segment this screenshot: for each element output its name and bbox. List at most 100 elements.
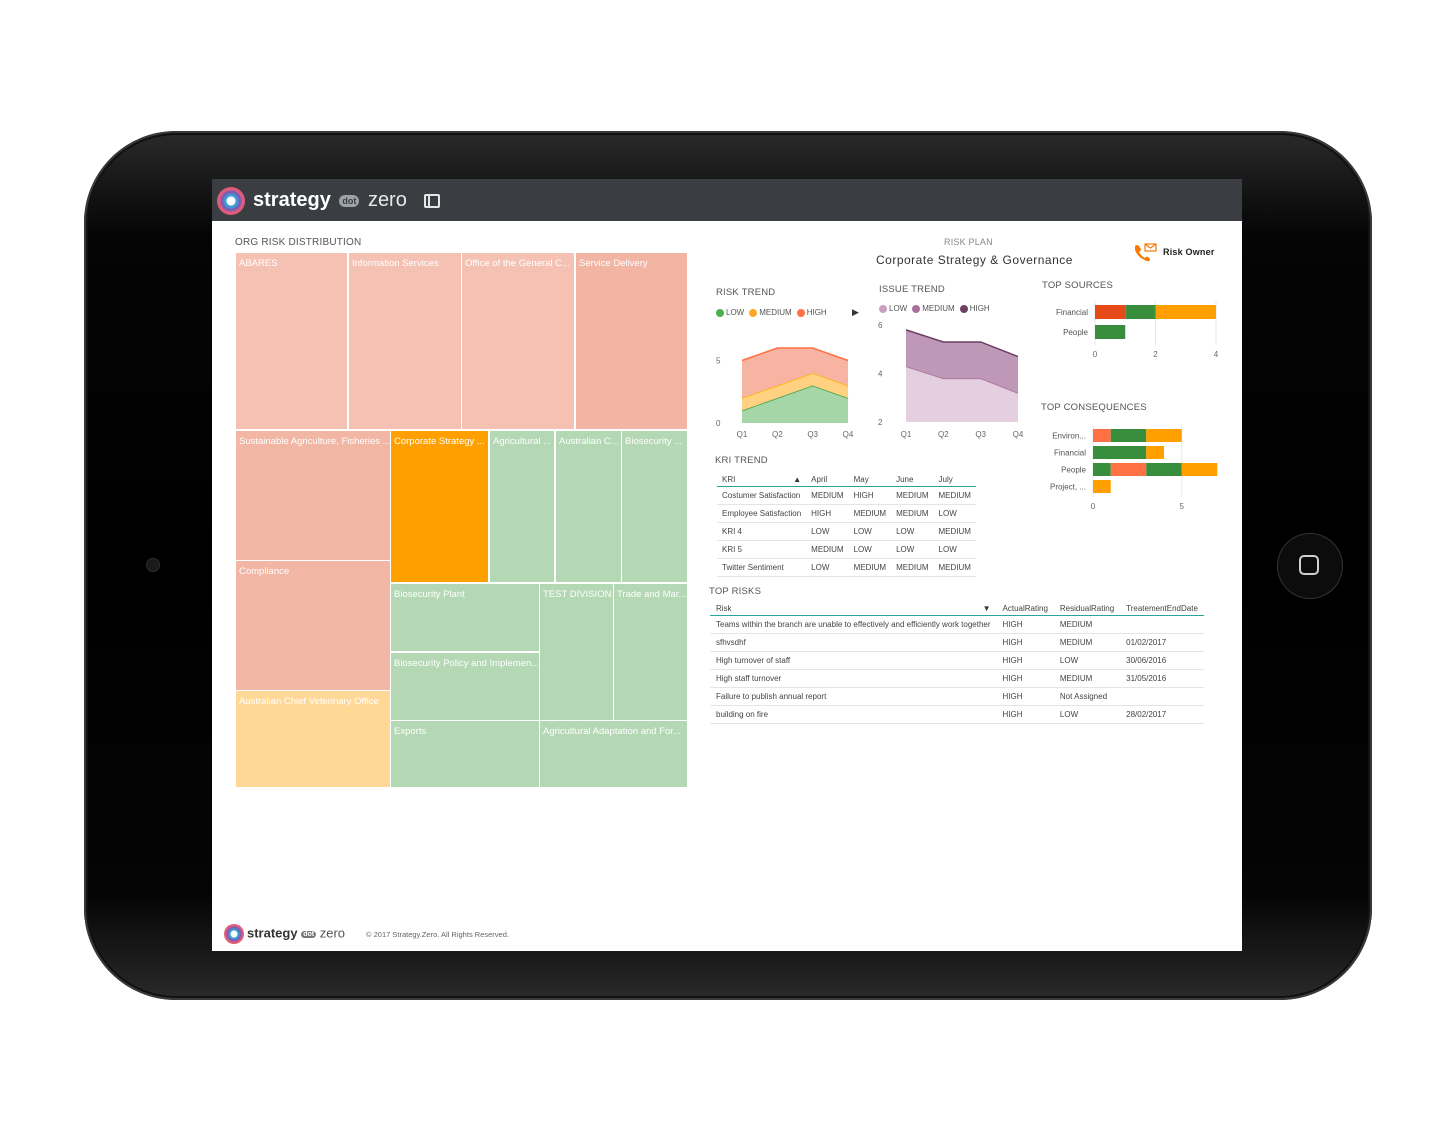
table-cell: KRI 4 xyxy=(717,522,807,541)
sort-descending-icon[interactable]: ▼ xyxy=(982,603,991,613)
table-cell: LOW xyxy=(933,540,976,559)
treemap-tile-service-delivery[interactable]: Service Delivery xyxy=(575,252,688,430)
risk-trend-title: RISK TREND xyxy=(716,287,776,298)
x-tick-label: 0 xyxy=(1093,350,1098,359)
table-row[interactable]: Twitter Sentiment LOW MEDIUM MEDIUM MEDIUM xyxy=(717,558,976,577)
sort-ascending-icon[interactable]: ▲ xyxy=(793,474,802,484)
home-button[interactable] xyxy=(1278,534,1342,598)
table-cell: LOW xyxy=(848,522,892,541)
bar-segment xyxy=(1110,429,1147,442)
column-header-kri[interactable]: KRI ▲ xyxy=(717,472,807,487)
table-cell: LOW xyxy=(848,540,892,559)
legend-label: LOW xyxy=(889,304,908,313)
x-tick-label: Q2 xyxy=(772,430,783,439)
table-cell: HIGH xyxy=(996,615,1054,634)
risk-owner-phone-icon[interactable] xyxy=(1132,242,1158,262)
brand-zero: zero xyxy=(367,189,407,211)
treemap-title: ORG RISK DISTRIBUTION xyxy=(235,237,362,248)
bar-segment xyxy=(1095,325,1126,339)
table-cell: KRI 5 xyxy=(717,540,807,559)
legend-item-medium[interactable]: MEDIUM xyxy=(912,304,955,313)
panel-toggle-icon[interactable] xyxy=(424,194,440,208)
column-header-june[interactable]: June xyxy=(891,472,934,487)
issue-trend-title: ISSUE TREND xyxy=(879,284,945,295)
bar-segment xyxy=(1146,446,1164,459)
x-tick-label: Q1 xyxy=(737,430,748,439)
treemap-tile-biosecurity-plant[interactable]: Biosecurity Plant xyxy=(390,583,540,652)
legend-item-high[interactable]: HIGH xyxy=(959,304,990,313)
treemap-tile-corporate-strategy[interactable]: Corporate Strategy ... xyxy=(390,430,489,583)
top-consequences-title: TOP CONSEQUENCES xyxy=(1041,402,1147,413)
y-tick-label: 5 xyxy=(716,357,721,366)
table-row[interactable]: sfhvsdhf HIGH MEDIUM 01/02/2017 xyxy=(710,633,1204,652)
table-row[interactable]: Costumer Satisfaction MEDIUM HIGH MEDIUM MED… xyxy=(717,486,976,505)
area-low xyxy=(742,385,848,423)
bar-segment xyxy=(1093,463,1111,476)
app-screen: strategy dot zero ORG RISK DISTRIBUTION … xyxy=(212,179,1242,951)
table-cell: 28/02/2017 xyxy=(1120,705,1204,724)
treemap-tile-australian-c[interactable]: Australian C... xyxy=(555,430,622,583)
legend-item-low[interactable]: LOW xyxy=(879,304,907,313)
table-row[interactable]: building on fire HIGH LOW 28/02/2017 xyxy=(710,705,1204,724)
table-cell: Costumer Satisfaction xyxy=(717,486,807,505)
treemap-tile-sustainable-agriculture-fisheries[interactable]: Sustainable Agriculture, Fisheries ... xyxy=(235,430,391,561)
treemap-tile-exports[interactable]: Exports xyxy=(390,720,540,788)
treemap-tile-information-services[interactable]: Information Services xyxy=(348,252,462,430)
table-cell: HIGH xyxy=(996,651,1054,670)
column-header-april[interactable]: April xyxy=(806,472,849,487)
risk-trend-chart: 0 5 Q1 Q2 Q3 Q4 xyxy=(716,347,854,439)
table-cell: MEDIUM xyxy=(891,504,934,523)
kri-trend-table: KRI ▲ April May June July Costumer Satisfacti… xyxy=(717,472,976,577)
table-cell: MEDIUM xyxy=(1053,669,1121,688)
legend-item-medium[interactable]: MEDIUM xyxy=(749,308,792,317)
column-header-treatementenddate[interactable]: TreatementEndDate xyxy=(1120,601,1204,616)
treemap-tile-agricultural[interactable]: Agricultural ... xyxy=(489,430,555,583)
legend-next-arrow-icon[interactable]: ▶ xyxy=(852,307,859,317)
x-tick-label: 4 xyxy=(1214,350,1219,359)
table-cell: building on fire xyxy=(710,705,997,724)
table-row[interactable]: Teams within the branch are unable to ef… xyxy=(710,615,1204,634)
treemap-tile-trade-and-mar[interactable]: Trade and Mar... xyxy=(613,583,688,721)
treemap-tile-australian-chief-veterinary-office[interactable]: Australian Chief Veterinary Office xyxy=(235,690,391,788)
column-header-residualrating[interactable]: ResidualRating xyxy=(1053,601,1121,616)
legend-item-low[interactable]: LOW xyxy=(716,308,744,317)
table-row[interactable]: KRI 5 MEDIUM LOW LOW LOW xyxy=(717,540,976,559)
risk-owner-label[interactable]: Risk Owner xyxy=(1163,247,1215,257)
table-cell: HIGH xyxy=(806,504,849,523)
column-header-risk[interactable]: Risk ▼ xyxy=(710,601,997,616)
column-header-may[interactable]: May xyxy=(848,472,892,487)
x-tick-label: Q4 xyxy=(843,430,854,439)
treemap-tile-biosecurity-policy-and-implemen[interactable]: Biosecurity Policy and Implemen... xyxy=(390,652,540,721)
footer-logo-icon xyxy=(224,924,244,944)
treemap-tile-biosecurity[interactable]: Biosecurity ... xyxy=(621,430,688,583)
treemap-tile-office-of-the-general-c[interactable]: Office of the General C... xyxy=(461,252,575,430)
table-row[interactable]: Failure to publish annual report HIGH Not … xyxy=(710,687,1204,706)
column-header-label: Risk xyxy=(716,603,732,613)
x-tick-label: 0 xyxy=(1091,502,1096,511)
column-header-july[interactable]: July xyxy=(933,472,976,487)
bar-segment xyxy=(1093,480,1111,493)
column-header-actualrating[interactable]: ActualRating xyxy=(996,601,1054,616)
table-cell: HIGH xyxy=(996,669,1054,688)
table-cell: High staff turnover xyxy=(710,669,997,688)
home-square-icon xyxy=(1299,555,1319,575)
table-cell: MEDIUM xyxy=(806,540,849,559)
table-row[interactable]: Employee Satisfaction HIGH MEDIUM MEDIUM LOW xyxy=(717,504,976,523)
treemap-tile-agricultural-adaptation-and-for[interactable]: Agricultural Adaptation and For... xyxy=(539,720,688,788)
table-row[interactable]: KRI 4 LOW LOW LOW MEDIUM xyxy=(717,522,976,541)
treemap-tile-abares[interactable]: ABARES xyxy=(235,252,348,430)
treemap-tile-test-division[interactable]: TEST DIVISION xyxy=(539,583,614,721)
bar-segment xyxy=(1093,429,1111,442)
treemap-tile-compliance[interactable]: Compliance xyxy=(235,560,391,691)
table-cell: HIGH xyxy=(848,486,892,505)
table-row[interactable]: High staff turnover HIGH MEDIUM 31/05/2016 xyxy=(710,669,1204,688)
y-tick-label: 0 xyxy=(716,419,721,428)
table-row[interactable]: High turnover of staff HIGH LOW 30/06/2016 xyxy=(710,651,1204,670)
strategy-zero-logo-icon[interactable] xyxy=(217,187,245,215)
legend-item-high[interactable]: HIGH xyxy=(796,308,827,317)
top-risks-table: Risk ▼ ActualRating ResidualRating Treatemen… xyxy=(710,601,1204,724)
category-label: People xyxy=(1063,328,1088,337)
legend-swatch xyxy=(716,308,724,317)
category-label: Project, ... xyxy=(1050,483,1086,492)
line-high xyxy=(741,347,849,362)
